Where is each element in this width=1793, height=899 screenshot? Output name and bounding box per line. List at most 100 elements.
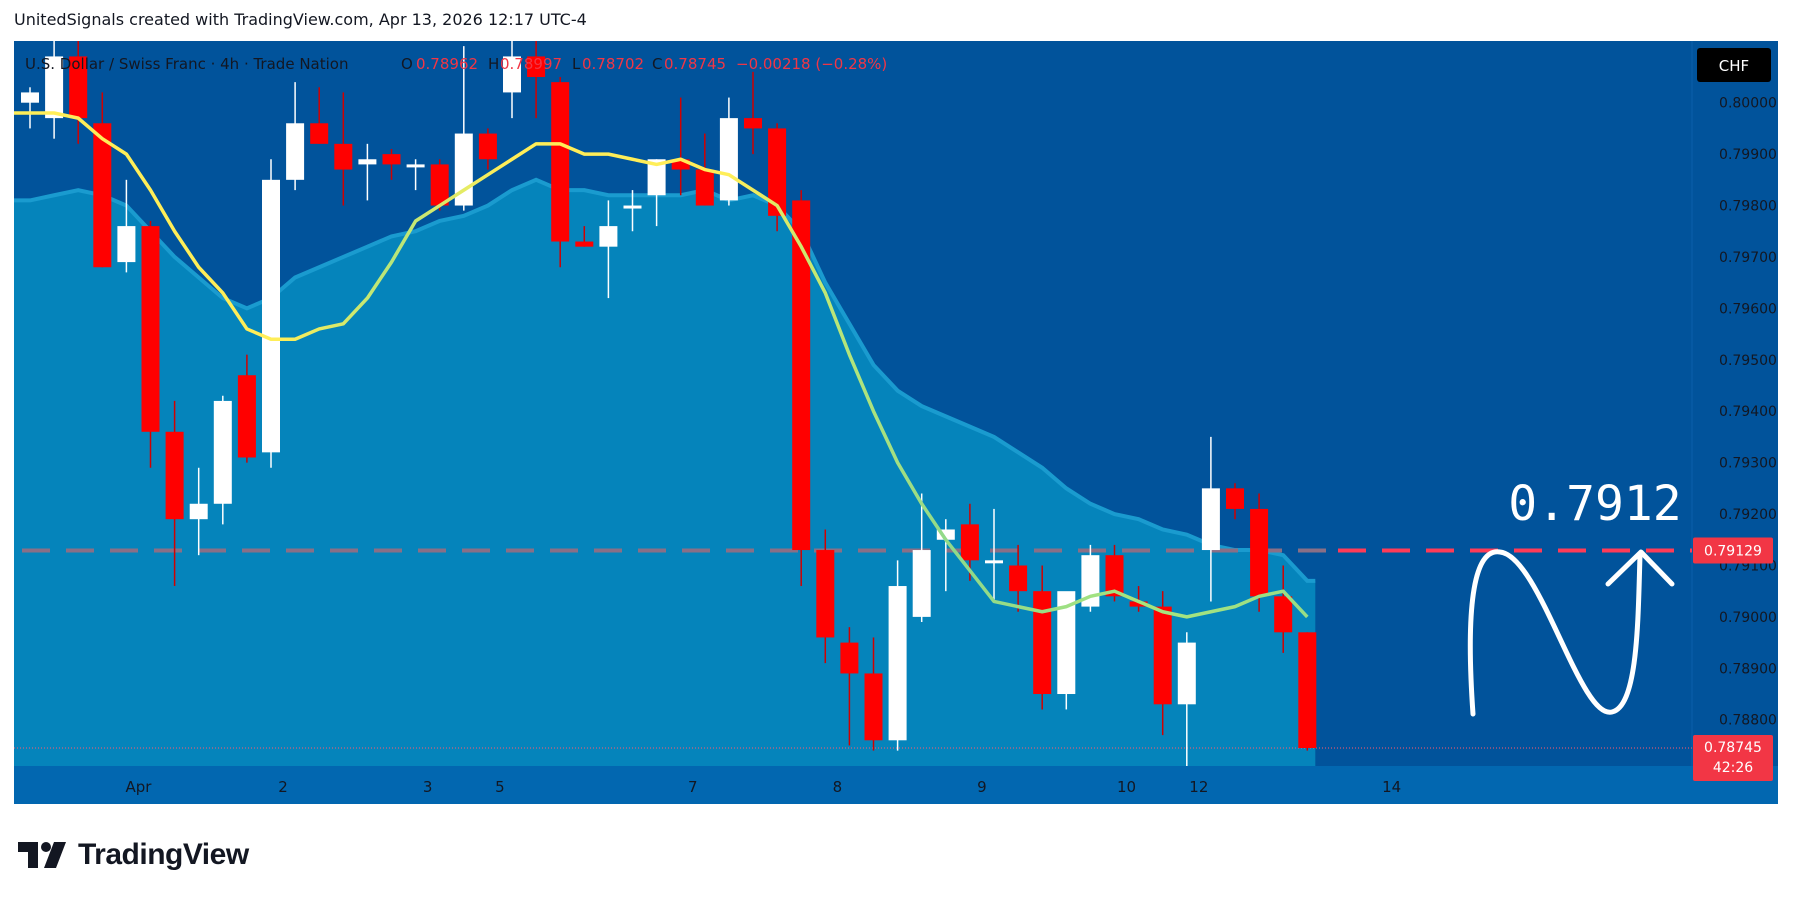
- legend-low-value: 0.78702: [582, 55, 644, 73]
- price-tick-label: 0.79800: [1719, 199, 1777, 215]
- moving-average-line: [14, 111, 1309, 619]
- price-tick-label: 0.79200: [1719, 507, 1777, 523]
- candle-body: [117, 226, 136, 263]
- candle: [985, 508, 1003, 602]
- candle-body: [478, 133, 497, 160]
- candle-body: [864, 673, 883, 741]
- currency-badge-label: CHF: [1719, 57, 1749, 75]
- candle-body: [213, 400, 232, 504]
- candle-body: [1201, 488, 1220, 551]
- candle-body: [719, 118, 738, 201]
- candle-body: [1033, 591, 1052, 695]
- candle: [262, 159, 280, 468]
- time-tick-label: 7: [688, 778, 698, 796]
- time-tick-label: 14: [1382, 778, 1401, 796]
- legend-open-label: O: [401, 55, 413, 73]
- candle-body: [334, 143, 353, 170]
- time-axis: Apr 2 3 5 7 8 9 10 12 14: [125, 778, 1401, 796]
- candle: [165, 400, 184, 587]
- price-tick-label: 0.80000: [1719, 96, 1777, 112]
- candle-body: [21, 92, 39, 103]
- candle-body: [960, 524, 979, 561]
- candle: [1226, 483, 1244, 520]
- chart-caption: UnitedSignals created with TradingView.c…: [14, 10, 587, 29]
- candle-body: [575, 241, 594, 247]
- price-scale-panel: [1692, 41, 1778, 804]
- legend-low-label: L: [572, 55, 581, 73]
- candle-body: [1177, 642, 1196, 705]
- candle-body: [551, 82, 570, 242]
- last-price-tag: 0.78745 42:26: [1693, 735, 1773, 782]
- candle: [840, 627, 859, 746]
- tradingview-logo-icon: [18, 842, 66, 868]
- candle-body: [1274, 596, 1293, 633]
- candle: [406, 159, 425, 191]
- candle-body: [1298, 632, 1317, 749]
- candle: [792, 190, 811, 587]
- time-tick-label: 3: [423, 778, 433, 796]
- candle-body: [888, 586, 907, 741]
- time-scale-panel: [14, 766, 1778, 804]
- candle: [1201, 436, 1220, 602]
- time-tick-label: 5: [495, 778, 505, 796]
- candle-body: [671, 159, 690, 170]
- candle-body: [1057, 591, 1076, 695]
- bar-countdown-label: 42:26: [1713, 760, 1753, 776]
- candle: [1177, 632, 1196, 766]
- candle: [1009, 544, 1028, 612]
- currency-badge[interactable]: CHF: [1697, 48, 1771, 82]
- candle: [719, 97, 738, 206]
- time-tick-label: 2: [278, 778, 288, 796]
- candle-body: [840, 642, 859, 674]
- target-annotation-text: 0.7912: [1508, 476, 1681, 532]
- price-tick-label: 0.79400: [1719, 404, 1777, 420]
- candle-body: [406, 164, 425, 168]
- candle-body: [1153, 606, 1172, 705]
- candle: [93, 92, 112, 268]
- candle-body: [286, 123, 305, 180]
- candle-body: [310, 123, 329, 144]
- candle: [551, 76, 570, 268]
- candle: [334, 92, 353, 206]
- candle-body: [141, 226, 160, 432]
- candle: [141, 220, 160, 468]
- legend-close-value: 0.78745: [664, 55, 726, 73]
- candle-body: [623, 205, 642, 209]
- candle: [936, 519, 955, 592]
- candle: [1250, 493, 1269, 612]
- candle: [599, 200, 618, 299]
- candle: [768, 123, 787, 232]
- last-price-tag-label: 0.78745: [1704, 740, 1762, 756]
- candle: [888, 560, 907, 751]
- candle: [382, 148, 401, 180]
- price-tick-label: 0.79600: [1719, 301, 1777, 317]
- candle: [69, 41, 88, 144]
- target-price-tag-label: 0.79129: [1704, 544, 1762, 560]
- candle: [45, 41, 64, 139]
- candle-body: [599, 226, 618, 247]
- candle-body: [45, 56, 64, 119]
- candle-body: [262, 179, 280, 453]
- candle: [237, 354, 256, 463]
- candle-body: [430, 164, 449, 206]
- time-tick-label: Apr: [125, 778, 152, 796]
- candle-body: [503, 56, 521, 93]
- forecast-wave-arrow: [1467, 549, 1643, 717]
- candle-body: [744, 118, 762, 129]
- candle: [1274, 565, 1293, 653]
- candle-body: [912, 550, 931, 617]
- candle: [1129, 586, 1148, 612]
- candle: [647, 159, 666, 227]
- candle: [503, 41, 521, 119]
- candle-body: [936, 529, 955, 540]
- price-tick-label: 0.79700: [1719, 250, 1777, 266]
- moving-average-path: [14, 111, 1309, 619]
- candle: [117, 179, 136, 273]
- price-axis: 0.788000.789000.790000.791000.792000.793…: [1719, 96, 1777, 729]
- candle: [575, 226, 594, 247]
- price-tick-label: 0.78800: [1719, 713, 1777, 729]
- candle: [1057, 591, 1076, 710]
- price-tick-label: 0.78900: [1719, 661, 1777, 677]
- candle: [1033, 565, 1052, 710]
